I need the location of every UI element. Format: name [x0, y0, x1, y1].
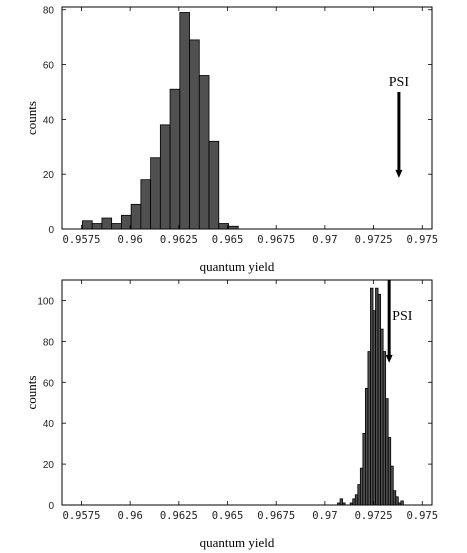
x-tick-label: 0.9625 — [160, 510, 198, 522]
y-tick-label: 0 — [48, 225, 54, 236]
x-axis-label: quantum yield — [200, 535, 275, 550]
x-tick-label: 0.9575 — [63, 234, 101, 246]
x-tick-label: 0.96 — [118, 510, 143, 522]
x-tick-label: 0.9625 — [160, 234, 198, 246]
histogram-bar — [390, 465, 394, 506]
x-tick-label: 0.9725 — [355, 234, 393, 246]
y-tick-label: 80 — [43, 337, 55, 348]
y-tick-label: 0 — [48, 501, 54, 512]
histogram-bar — [91, 223, 103, 230]
y-tick-label: 40 — [43, 115, 55, 126]
x-tick-label: 0.965 — [212, 234, 244, 246]
histogram-bar — [82, 220, 93, 230]
histogram-bar — [218, 223, 229, 230]
histogram-bar — [208, 140, 220, 230]
histogram-bar — [179, 12, 190, 230]
histogram-bar — [189, 39, 200, 230]
x-tick-label: 0.9725 — [355, 510, 393, 522]
x-tick-label: 0.9675 — [257, 234, 295, 246]
histogram-bar — [130, 203, 142, 230]
histogram-bar — [400, 500, 404, 506]
y-tick-label: 100 — [37, 296, 54, 307]
x-axis-label: quantum yield — [200, 259, 275, 274]
x-tick-label: 0.9575 — [63, 510, 101, 522]
histogram-bar — [111, 223, 122, 230]
histogram-bar — [101, 217, 113, 230]
y-tick-label: 40 — [43, 419, 55, 430]
histogram-bar — [395, 496, 399, 506]
histogram-bar — [159, 124, 171, 230]
histogram-bar — [150, 157, 161, 230]
x-tick-label: 0.975 — [406, 234, 438, 246]
histogram-bar — [342, 502, 346, 506]
bottom-histogram-panel: 0.9575 0.96 0.9625 0.965 0.9675 0.97 0.9725 0.9… — [24, 279, 438, 550]
x-tick-label: 0.965 — [212, 510, 244, 522]
x-tick-label: 0.97 — [312, 510, 337, 522]
x-tick-label: 0.96 — [118, 234, 143, 246]
y-axis-label: counts — [24, 101, 39, 135]
psi-label: PSI — [392, 309, 413, 324]
psi-arrow-head — [395, 169, 403, 178]
plot-frame — [61, 6, 433, 230]
histogram-bar — [140, 179, 152, 230]
histogram-bar — [198, 75, 210, 230]
psi-arrow-head — [385, 354, 393, 363]
y-tick-label: 60 — [43, 378, 55, 389]
x-tick-label: 0.97 — [312, 234, 337, 246]
y-tick-label: 20 — [43, 170, 55, 181]
histogram-bar — [120, 214, 132, 230]
histogram-bar — [228, 225, 239, 230]
histogram-bar — [339, 498, 344, 506]
histogram-bar — [169, 88, 181, 230]
y-axis-label: counts — [24, 376, 39, 410]
x-tick-label: 0.975 — [406, 510, 438, 522]
y-tick-label: 80 — [43, 6, 55, 17]
psi-label: PSI — [389, 75, 410, 90]
top-histogram-panel: 0.9575 0.96 0.9625 0.965 0.9675 0.97 0.9725 0.9… — [24, 6, 438, 274]
x-tick-label: 0.9675 — [257, 510, 295, 522]
y-tick-label: 20 — [43, 460, 55, 471]
y-tick-label: 60 — [43, 61, 55, 72]
